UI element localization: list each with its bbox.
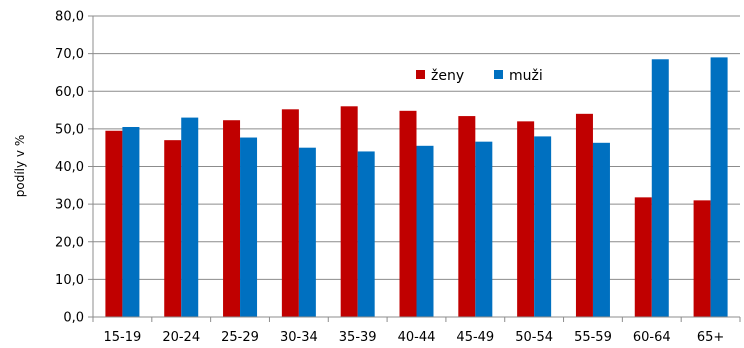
y-tick-label: 30,0 — [55, 198, 84, 213]
x-tick-label: 40-44 — [398, 330, 436, 345]
x-tick-label: 35-39 — [339, 330, 377, 345]
bars — [105, 57, 728, 318]
y-axis-ticks: 0,0 10,0 20,0 30,0 40,0 50,0 60,0 70,0 80,0 — [55, 10, 84, 326]
x-tick-label: 30-34 — [280, 330, 318, 345]
x-tick-label: 50-54 — [515, 330, 553, 345]
x-tick-label: 20-24 — [162, 330, 200, 345]
x-tick-label: 25-29 — [221, 330, 259, 345]
bar-zeny-35-39 — [340, 106, 358, 317]
bar-muzi-15-19 — [122, 126, 140, 318]
y-tick-label: 70,0 — [55, 47, 84, 62]
y-tick-label: 20,0 — [55, 235, 84, 250]
y-tick-label: 50,0 — [55, 122, 84, 137]
bar-muzi-40-44 — [416, 145, 434, 317]
bar-muzi-65+ — [710, 57, 728, 317]
y-tick-label: 40,0 — [55, 160, 84, 175]
y-tick-label: 60,0 — [55, 85, 84, 100]
bar-zeny-25-29 — [223, 120, 241, 317]
legend-swatch-zeny — [416, 70, 425, 79]
x-tick-label: 55-59 — [574, 330, 612, 345]
bar-zeny-30-34 — [281, 109, 299, 317]
y-tick-label: 80,0 — [55, 10, 84, 25]
y-axis-label: podíly v % — [13, 135, 27, 197]
legend-label-zeny: ženy — [431, 68, 464, 84]
legend: ženy muži — [416, 68, 543, 84]
bar-muzi-20-24 — [181, 117, 199, 318]
bar-muzi-35-39 — [357, 151, 375, 317]
bar-muzi-60-64 — [651, 59, 669, 318]
bar-zeny-65+ — [693, 200, 711, 317]
x-tick-label: 65+ — [697, 330, 724, 345]
legend-swatch-muzi — [494, 70, 503, 79]
bar-muzi-25-29 — [240, 137, 258, 317]
axes — [88, 15, 741, 322]
y-tick-label: 0,0 — [63, 311, 84, 326]
y-tick-label: 10,0 — [55, 273, 84, 288]
bar-muzi-45-49 — [475, 141, 493, 317]
legend-label-muzi: muži — [509, 68, 543, 84]
bar-zeny-55-59 — [575, 113, 593, 317]
bar-zeny-45-49 — [458, 116, 476, 318]
bar-zeny-15-19 — [105, 130, 123, 317]
x-axis-ticks: 15-19 20-24 25-29 30-34 35-39 40-44 45-49 50-54… — [104, 330, 725, 345]
x-tick-label: 15-19 — [104, 330, 142, 345]
bar-muzi-30-34 — [298, 147, 316, 317]
bar-zeny-60-64 — [634, 197, 652, 317]
bar-zeny-20-24 — [164, 140, 182, 317]
x-tick-label: 60-64 — [633, 330, 671, 345]
bar-muzi-50-54 — [534, 136, 552, 317]
bar-zeny-40-44 — [399, 110, 417, 317]
x-tick-label: 45-49 — [456, 330, 494, 345]
bar-zeny-50-54 — [517, 121, 535, 317]
bar-muzi-55-59 — [592, 142, 610, 317]
